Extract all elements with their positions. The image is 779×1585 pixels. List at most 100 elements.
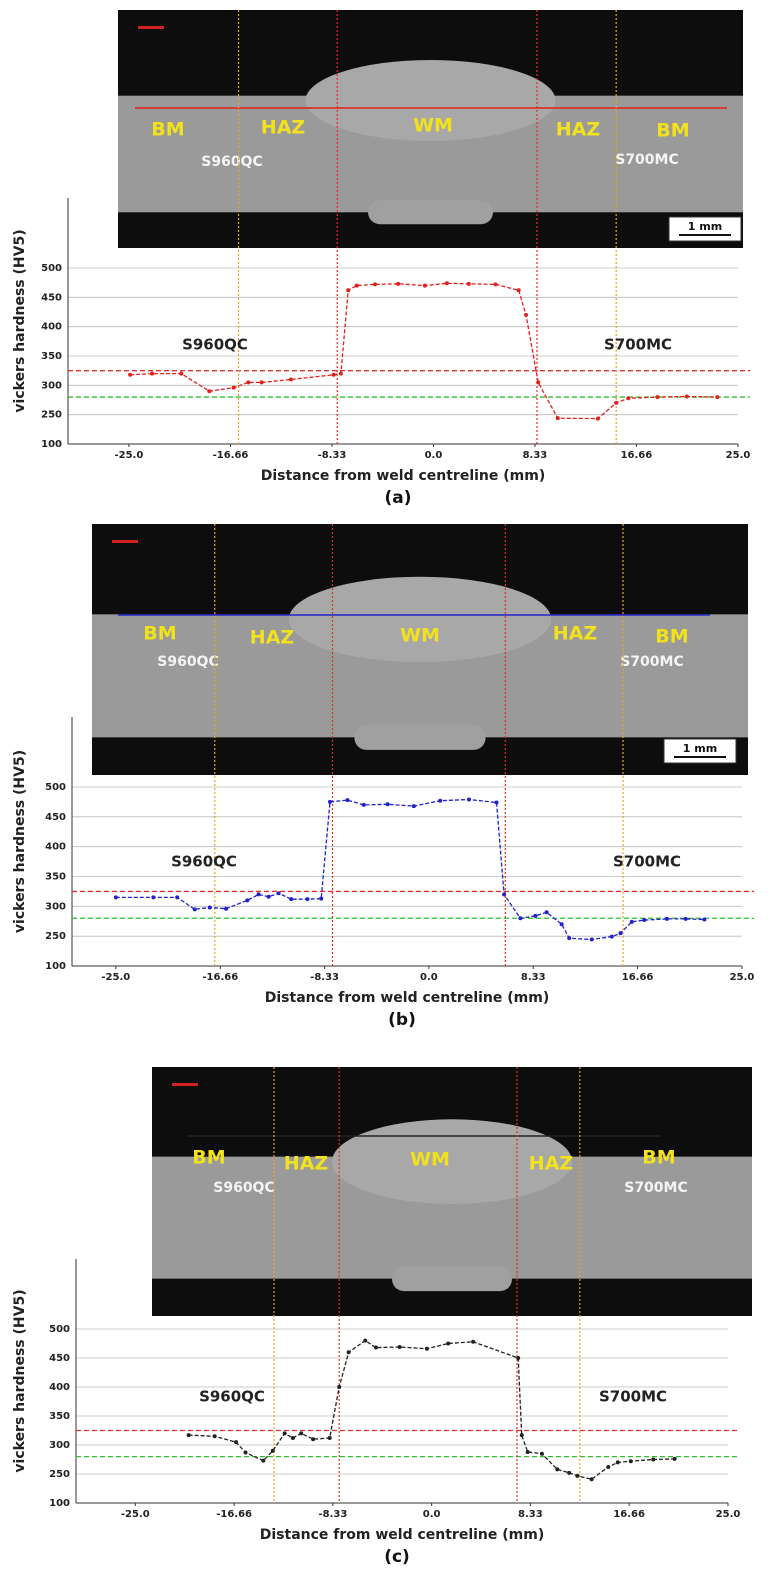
steel-label: S960QC [201,154,262,170]
weld-cap [289,577,551,662]
y-tick-label: 450 [41,292,62,303]
hardness-point [524,313,528,317]
y-tick-label: 500 [45,782,66,793]
hardness-point [526,1450,530,1454]
y-tick-label: 250 [49,1469,70,1480]
hardness-point [232,386,236,390]
hardness-point [619,931,623,935]
y-tick-label: 300 [49,1440,70,1451]
hardness-point [560,922,564,926]
hardness-point [283,1431,287,1435]
hardness-point [267,895,271,899]
hardness-point [289,377,293,381]
hardness-point [555,1467,559,1471]
hardness-point [567,1471,571,1475]
hardness-point [398,1345,402,1349]
hardness-point [386,802,390,806]
hardness-point [684,917,688,921]
x-tick-label: 8.33 [521,972,546,983]
scale-bar-label: 1 mm [688,220,722,233]
hardness-point [642,918,646,922]
zone-label: BM [151,119,184,141]
hardness-point [332,373,336,377]
hardness-point [299,1431,303,1435]
y-tick-label: 400 [49,1382,70,1393]
zone-label: BM [656,120,689,142]
x-tick-label: -16.66 [216,1509,252,1520]
hardness-point [355,284,359,288]
hardness-point [516,1356,520,1360]
hardness-point [244,1451,248,1455]
hardness-point [224,907,228,911]
zone-label: BM [655,626,688,648]
annotation: S960QC [182,336,248,354]
hardness-point [291,1436,295,1440]
x-tick-label: -8.33 [310,972,339,983]
figure: BM HAZ WM HAZ BM S960QC S700MC 1 mm 100 250 300 350… [0,0,779,1585]
hardness-point [150,372,154,376]
hardness-point [494,282,498,286]
panel-label: (a) [384,488,411,508]
hardness-point [536,380,540,384]
y-tick-label: 100 [49,1498,70,1509]
y-tick-label: 500 [41,263,62,274]
hardness-point [556,416,560,420]
hardness-point [128,373,132,377]
hardness-point [412,804,416,808]
y-tick-label: 100 [41,439,62,450]
weld-root [354,725,485,750]
annotation: S960QC [171,853,237,871]
hardness-point [590,938,594,942]
zone-label: WM [400,625,440,647]
zone-label: HAZ [529,1153,573,1175]
hardness-point [328,800,332,804]
hardness-point [545,910,549,914]
steel-label: S960QC [213,1180,274,1196]
x-tick-label: 16.66 [621,450,653,461]
hardness-point [346,288,350,292]
hardness-point [438,799,442,803]
y-tick-label: 350 [41,351,62,362]
hardness-line [189,1341,675,1480]
x-tick-label: 16.66 [613,1509,645,1520]
hardness-point [245,898,249,902]
scale-marker [112,540,138,543]
hardness-point [446,1342,450,1346]
hardness-point [606,1465,610,1469]
hardness-point [305,897,309,901]
y-tick-label: 300 [41,380,62,391]
panel-label: (c) [384,1547,410,1567]
hardness-point [213,1434,217,1438]
hardness-point [347,1350,351,1354]
y-tick-label: 450 [45,812,66,823]
x-tick-label: -25.0 [101,972,130,983]
x-axis-label: Distance from weld centreline (mm) [260,1527,544,1543]
hardness-point [187,1433,191,1437]
zone-label: HAZ [553,623,597,645]
y-axis-label: vickers hardness (HV5) [12,1289,28,1472]
hardness-point [540,1452,544,1456]
hardness-point [651,1458,655,1462]
scale-marker [138,26,164,29]
weld-root [368,200,493,224]
hardness-point [467,798,471,802]
hardness-point [629,1459,633,1463]
x-tick-label: -16.66 [213,450,249,461]
hardness-point [533,914,537,918]
hardness-point [328,1436,332,1440]
x-tick-label: -25.0 [114,450,143,461]
hardness-point [502,892,506,896]
hardness-point [114,895,118,899]
x-tick-label: -16.66 [202,972,238,983]
hardness-point [702,917,706,921]
x-tick-label: -8.33 [318,450,347,461]
y-tick-label: 100 [45,961,66,972]
hardness-point [363,1339,367,1343]
hardness-point [337,1385,341,1389]
x-tick-label: 0.0 [423,1509,441,1520]
hardness-point [575,1474,579,1478]
hardness-point [673,1457,677,1461]
steel-label: S700MC [624,1180,688,1196]
